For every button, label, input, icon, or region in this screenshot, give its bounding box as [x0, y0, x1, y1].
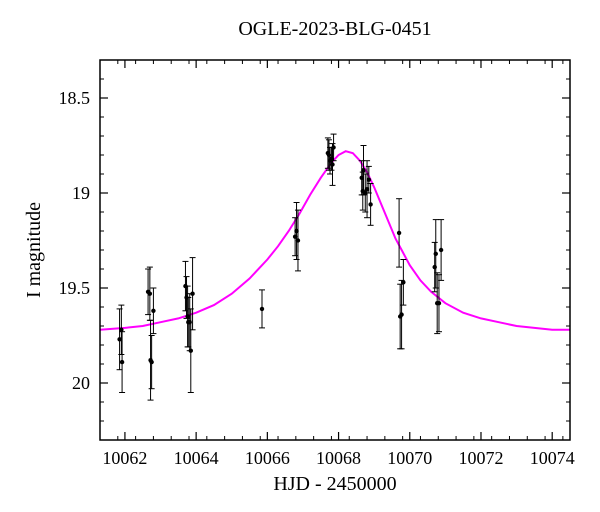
x-tick-label: 10068	[316, 448, 361, 468]
x-tick-label: 10066	[245, 448, 290, 468]
x-axis-label: HJD - 2450000	[273, 473, 396, 495]
lightcurve-chart: OGLE-2023-BLG-0451 10062 10064 10066 10068 10…	[0, 0, 600, 512]
y-tick-label: 20	[72, 373, 90, 393]
x-tick-label: 10062	[102, 448, 147, 468]
x-tick-label: 10072	[458, 448, 503, 468]
x-tick-label: 10070	[387, 448, 432, 468]
y-tick-label: 19.5	[59, 278, 91, 298]
y-tick-label: 19	[72, 183, 90, 203]
y-axis-label: I magnitude	[23, 202, 45, 298]
x-tick-label: 10074	[530, 448, 575, 468]
x-tick-label: 10064	[174, 448, 219, 468]
chart-title: OGLE-2023-BLG-0451	[238, 18, 431, 40]
y-tick-label: 18.5	[59, 88, 91, 108]
chart-svg: OGLE-2023-BLG-0451 10062 10064 10066 10068 10…	[0, 0, 600, 512]
